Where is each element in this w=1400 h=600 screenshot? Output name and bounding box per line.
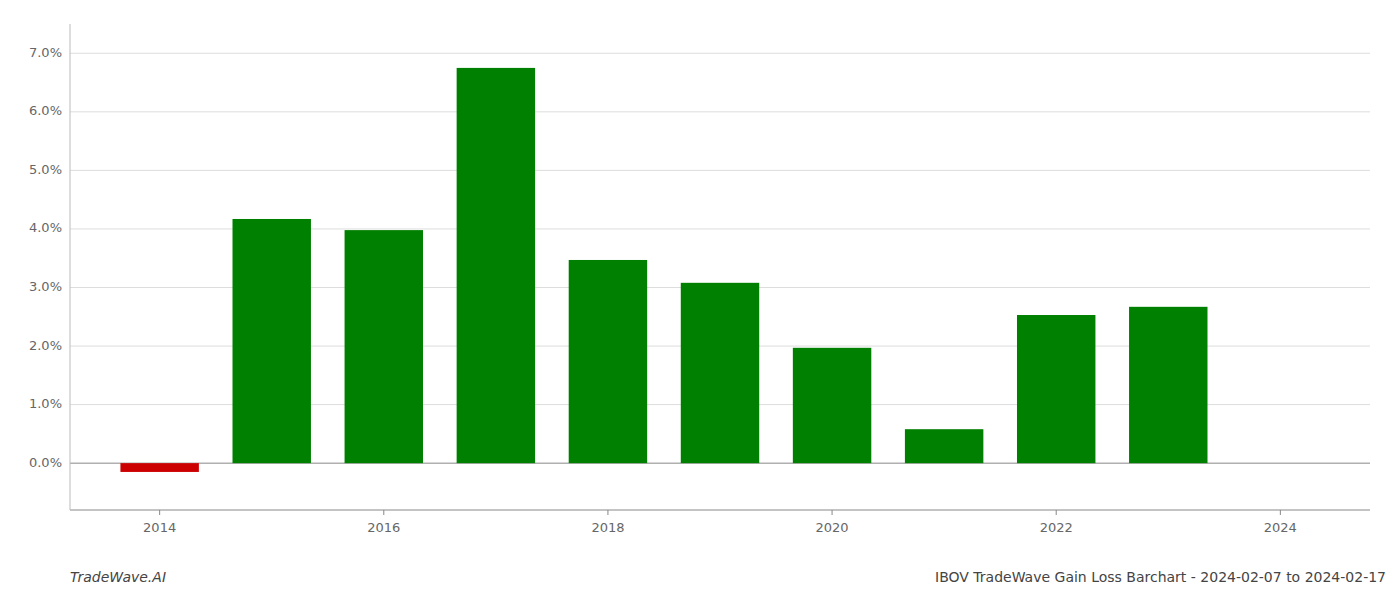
- bar: [569, 260, 647, 463]
- x-axis-line: [70, 510, 1370, 511]
- bar: [233, 219, 311, 463]
- bar: [457, 68, 535, 463]
- bar: [793, 348, 871, 463]
- y-tick-label: 0.0%: [29, 455, 62, 470]
- background: [0, 0, 1400, 600]
- y-tick-label: 2.0%: [29, 338, 62, 353]
- grid-line: [70, 53, 1370, 54]
- x-tick-label: 2022: [1040, 520, 1073, 535]
- grid-line: [70, 170, 1370, 171]
- chart-container: 0.0% 1.0% 2.0% 3.0% 4.0% 5.0% 6.0% 7.0% 2014 2016…: [0, 0, 1400, 600]
- x-tick: [159, 510, 160, 515]
- y-tick-label: 3.0%: [29, 279, 62, 294]
- bar: [681, 283, 759, 463]
- bar: [1129, 307, 1207, 463]
- x-tick-label: 2024: [1264, 520, 1297, 535]
- y-tick-label: 5.0%: [29, 162, 62, 177]
- x-tick: [607, 510, 608, 515]
- grid-line: [70, 111, 1370, 112]
- chart: 0.0% 1.0% 2.0% 3.0% 4.0% 5.0% 6.0% 7.0% 2014 2016…: [0, 0, 1400, 600]
- y-grid: [70, 53, 1370, 463]
- x-tick: [1056, 510, 1057, 515]
- bar: [345, 230, 423, 463]
- x-tick: [383, 510, 384, 515]
- y-tick-label: 4.0%: [29, 220, 62, 235]
- title: IBOV TradeWave Gain Loss Barchart - 2024…: [935, 569, 1386, 585]
- x-tick: [1280, 510, 1281, 515]
- bar: [120, 463, 198, 472]
- bar: [1017, 315, 1095, 463]
- x-tick-labels: 2014 2016 2018 2020 2022 2024: [143, 510, 1297, 535]
- y-tick-labels: 0.0% 1.0% 2.0% 3.0% 4.0% 5.0% 6.0% 7.0%: [29, 45, 62, 470]
- x-tick-label: 2016: [367, 520, 400, 535]
- y-axis-line: [70, 24, 71, 510]
- y-tick-label: 7.0%: [29, 45, 62, 60]
- x-tick-label: 2014: [143, 520, 176, 535]
- bars: [120, 68, 1207, 472]
- x-tick-label: 2018: [591, 520, 624, 535]
- y-tick-label: 6.0%: [29, 103, 62, 118]
- x-tick: [832, 510, 833, 515]
- y-tick-label: 1.0%: [29, 396, 62, 411]
- x-tick-label: 2020: [816, 520, 849, 535]
- bar: [905, 429, 983, 463]
- annotation: TradeWave.AI: [70, 569, 166, 585]
